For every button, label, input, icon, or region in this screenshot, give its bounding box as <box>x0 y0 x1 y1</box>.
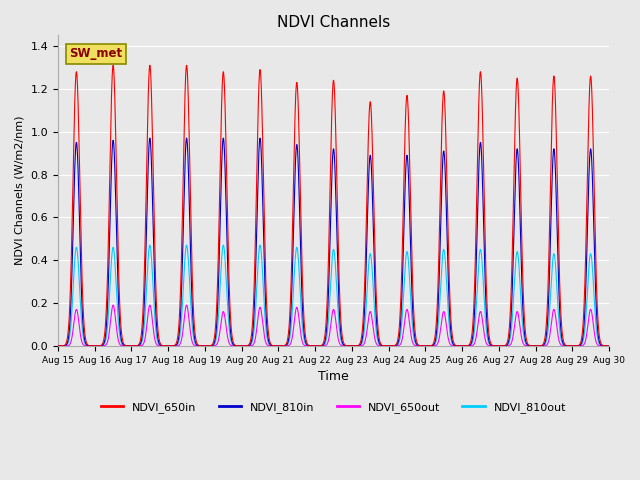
Text: SW_met: SW_met <box>69 47 122 60</box>
Legend: NDVI_650in, NDVI_810in, NDVI_650out, NDVI_810out: NDVI_650in, NDVI_810in, NDVI_650out, NDV… <box>97 398 570 418</box>
Title: NDVI Channels: NDVI Channels <box>277 15 390 30</box>
X-axis label: Time: Time <box>318 370 349 383</box>
Y-axis label: NDVI Channels (W/m2/nm): NDVI Channels (W/m2/nm) <box>15 116 25 265</box>
